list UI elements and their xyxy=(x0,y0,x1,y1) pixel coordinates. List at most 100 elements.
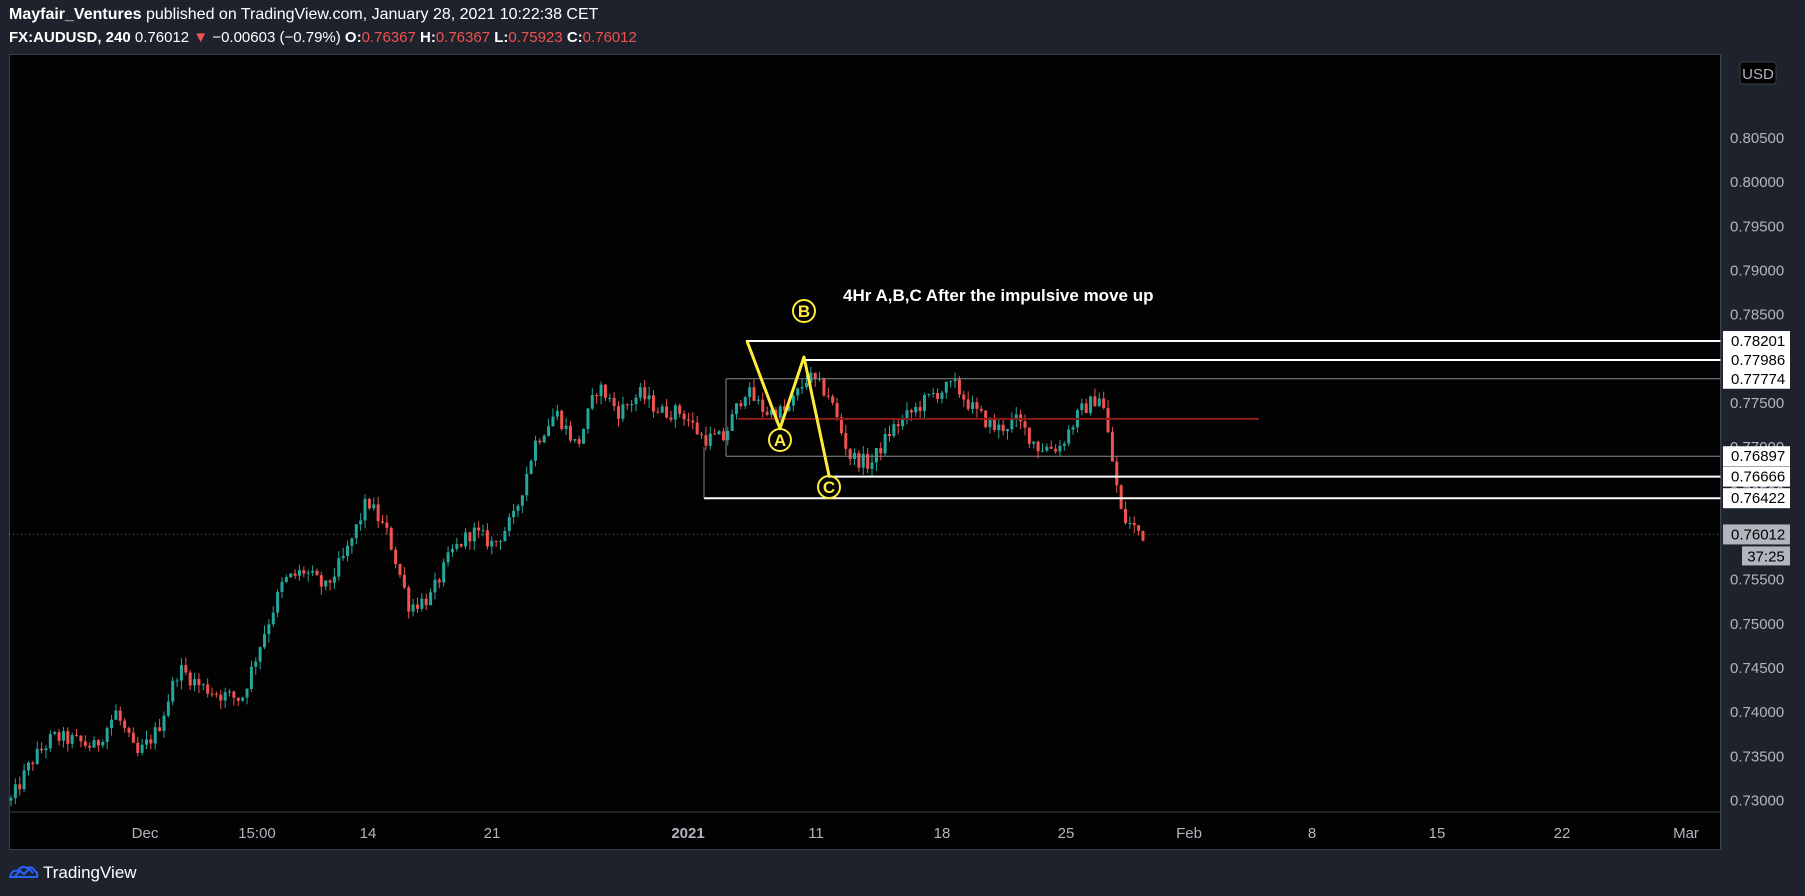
candle-body xyxy=(140,744,144,753)
candle-body xyxy=(966,399,970,409)
price-tick-label: 0.74000 xyxy=(1730,704,1784,721)
candle-body xyxy=(267,624,271,635)
candle-body xyxy=(319,575,323,587)
candle-body xyxy=(131,732,135,743)
candle-body xyxy=(376,504,380,522)
candle-body xyxy=(332,576,336,583)
candle-body xyxy=(621,404,625,419)
candle-body xyxy=(324,580,328,587)
price-tick-label: 0.75500 xyxy=(1730,572,1784,589)
candle-body xyxy=(844,433,848,449)
price-tick-label: 0.77500 xyxy=(1730,395,1784,412)
candle-body xyxy=(201,684,205,686)
candle-body xyxy=(297,570,301,576)
level-price-tag xyxy=(1723,331,1790,352)
chart-frame[interactable] xyxy=(9,54,1721,850)
candle-body xyxy=(66,731,70,744)
candle-body xyxy=(481,530,485,532)
candle-body xyxy=(411,604,415,612)
candle-body xyxy=(971,402,975,409)
candle-body xyxy=(538,440,542,443)
time-tick-label: 18 xyxy=(934,825,951,842)
candle-body xyxy=(446,552,450,563)
candle-body xyxy=(721,431,725,441)
candle-body xyxy=(394,549,398,565)
candle-body xyxy=(874,448,878,463)
abc-wave-layer: A B C xyxy=(745,299,841,499)
candle-body xyxy=(573,439,577,441)
candle-body xyxy=(944,381,948,393)
candle-body xyxy=(236,697,240,701)
candle-body xyxy=(608,397,612,399)
axes-layer xyxy=(9,54,1722,850)
candle-body xyxy=(582,428,586,444)
candle-body xyxy=(634,397,638,405)
candle-body xyxy=(214,693,218,695)
candle-body xyxy=(306,572,310,574)
candle-body xyxy=(1067,429,1071,444)
candle-body xyxy=(499,541,503,543)
candle-body xyxy=(35,748,39,764)
candle-body xyxy=(1084,403,1088,413)
author-name[interactable]: Mayfair_Ventures xyxy=(9,6,142,23)
candle-body xyxy=(101,742,105,746)
candle-body xyxy=(359,520,363,525)
candle-body xyxy=(577,439,581,444)
candle-body xyxy=(975,402,979,409)
level-price-tag-label: 0.76422 xyxy=(1731,490,1785,507)
candle-body xyxy=(70,735,74,744)
candle-body xyxy=(123,720,127,729)
currency-badge-label[interactable]: USD xyxy=(1742,66,1774,83)
candle-body xyxy=(533,440,537,461)
currency-badge[interactable]: USD xyxy=(1739,61,1777,85)
candle-body xyxy=(433,579,437,593)
candle-body xyxy=(717,431,721,435)
candle-body xyxy=(542,435,546,443)
candle-body xyxy=(979,408,983,411)
time-tick-label: 22 xyxy=(1554,825,1571,842)
price-change: −0.00603 (−0.79%) xyxy=(212,29,341,46)
candle-body xyxy=(560,410,564,430)
candle-body xyxy=(490,540,494,547)
candle-body xyxy=(75,735,79,737)
down-arrow-icon: ▼ xyxy=(193,29,209,46)
candle-body xyxy=(778,406,782,420)
candle-body xyxy=(389,527,393,550)
time-tick-label: Mar xyxy=(1673,825,1699,842)
candle-body xyxy=(962,394,966,400)
candle-body xyxy=(835,402,839,418)
candle-body xyxy=(503,531,507,542)
price-tick-label: 0.79500 xyxy=(1730,218,1784,235)
level-price-tag-label: 0.78201 xyxy=(1731,333,1785,350)
candle-body xyxy=(988,419,992,428)
candle-body xyxy=(442,562,446,583)
candle-body xyxy=(258,647,262,662)
candle-body xyxy=(901,418,905,427)
candle-body xyxy=(162,715,166,731)
candle-body xyxy=(673,405,677,420)
candle-body xyxy=(831,396,835,403)
candle-body xyxy=(1141,530,1145,541)
candle-body xyxy=(1058,445,1062,452)
price-tags-layer: 0.78201 0.77986 0.77774 0.76897 0.76666 0.764… xyxy=(1723,331,1790,566)
price-tick-label: 0.80000 xyxy=(1730,174,1784,191)
tradingview-brand[interactable]: TradingView xyxy=(9,861,137,885)
candle-body xyxy=(1045,446,1049,451)
candle-body xyxy=(385,522,389,528)
candle-body xyxy=(83,741,87,746)
candle-body xyxy=(1032,441,1036,444)
time-tick-label: 2021 xyxy=(671,825,704,842)
candle-body xyxy=(1010,419,1014,430)
candle-body xyxy=(739,403,743,407)
level-price-tag-label: 0.76666 xyxy=(1731,469,1785,486)
candle-body xyxy=(1080,403,1084,411)
wave-label-a: A xyxy=(774,431,786,450)
candle-body xyxy=(241,697,245,701)
candle-body xyxy=(1027,427,1031,444)
candle-body xyxy=(337,558,341,577)
wave-label-c: C xyxy=(823,478,835,497)
candle-body xyxy=(184,665,188,673)
open-label: O: xyxy=(344,29,362,46)
candle-body xyxy=(455,544,459,549)
